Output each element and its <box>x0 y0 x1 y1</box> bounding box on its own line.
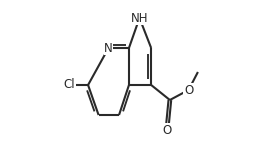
Text: N: N <box>104 42 113 55</box>
Text: Cl: Cl <box>63 79 75 91</box>
Text: O: O <box>183 83 193 97</box>
Text: NH: NH <box>130 11 148 24</box>
Text: O: O <box>162 124 171 136</box>
